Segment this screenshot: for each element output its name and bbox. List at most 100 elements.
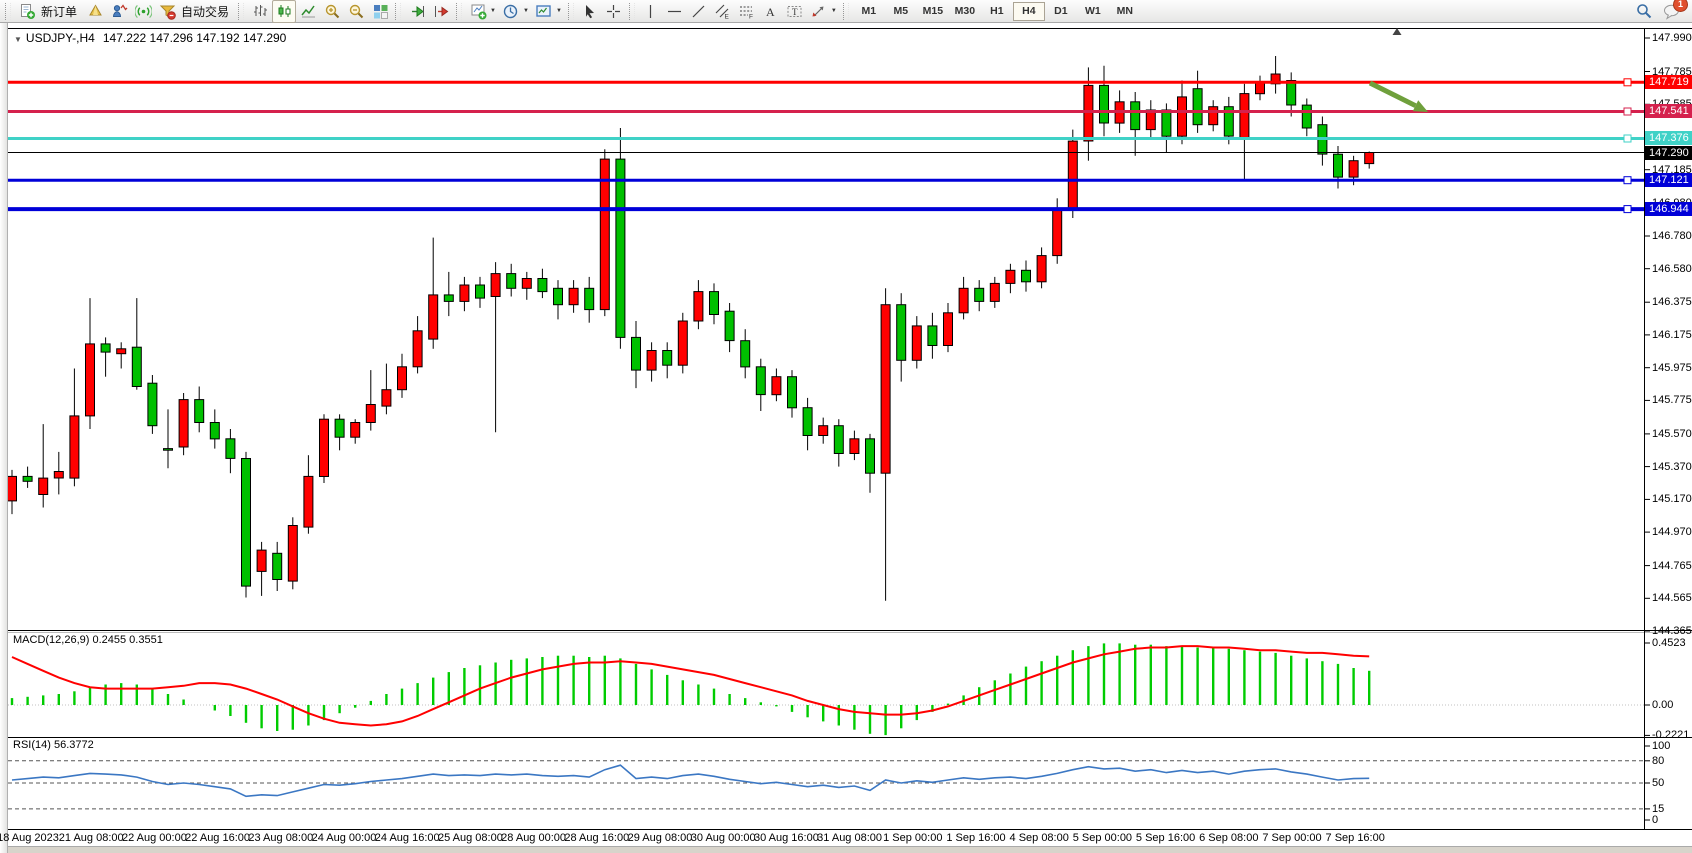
chart-symbol-period: USDJPY-,H4: [25, 31, 95, 45]
horizontal-line-147376[interactable]: [8, 134, 1644, 143]
svg-text:F: F: [749, 13, 753, 20]
zoom-in-button[interactable]: [320, 0, 344, 23]
text-button[interactable]: A: [759, 0, 783, 23]
price-axis-label: 146.580: [1652, 262, 1692, 275]
periods-dropdown-icon[interactable]: ▼: [522, 8, 529, 14]
timeframe-m30[interactable]: M30: [954, 4, 976, 17]
zoom-out-button[interactable]: [344, 0, 368, 23]
prism-icon: [87, 3, 104, 20]
fibonacci-icon: F: [738, 3, 755, 20]
price-line-label: 147.376: [1645, 131, 1692, 146]
timeframe-d1[interactable]: D1: [1054, 4, 1068, 17]
toolbar-separator: [456, 2, 463, 20]
bar-chart-icon: [252, 3, 269, 20]
timeframe-h1[interactable]: H1: [990, 4, 1004, 17]
svg-text:E: E: [725, 13, 730, 20]
toolbar-right: 1: [1632, 0, 1692, 23]
auto-scroll-button[interactable]: [405, 0, 429, 23]
chart-dropdown-icon[interactable]: ▼: [14, 35, 22, 44]
time-axis-label: 7 Sep 00:00: [1262, 832, 1322, 844]
indicators-dropdown-icon[interactable]: ▼: [490, 8, 496, 14]
timeframe-w1[interactable]: W1: [1084, 4, 1101, 17]
price-line-label: 147.541: [1645, 104, 1692, 119]
rsi-label: RSI(14) 56.3772: [13, 739, 94, 751]
signal-button[interactable]: [131, 0, 155, 23]
macd-axis-label: 0.00: [1652, 699, 1674, 711]
chat-button[interactable]: 1: [1660, 0, 1688, 23]
chart-canvas[interactable]: [7, 23, 1692, 853]
macd-label: MACD(12,26,9) 0.2455 0.3551: [13, 634, 163, 646]
price-line-label: 147.290: [1645, 145, 1692, 160]
toolbar-separator: [5, 2, 11, 20]
timeframe-mn[interactable]: MN: [1116, 4, 1134, 17]
vline-icon: [642, 3, 659, 20]
price-axis-label: 146.375: [1652, 296, 1692, 309]
channel-button[interactable]: E: [711, 0, 735, 23]
arrows-button[interactable]: [807, 0, 831, 23]
price-axis-label: 146.780: [1652, 229, 1692, 242]
tile-windows-button[interactable]: [368, 0, 392, 23]
hline-button[interactable]: [663, 0, 687, 23]
price-axis-label: 145.775: [1652, 394, 1692, 407]
time-axis-label: 29 Aug 08:00: [627, 832, 693, 844]
horizontal-line-146944[interactable]: [8, 205, 1644, 214]
auto-trading-button[interactable]: [155, 0, 179, 23]
trendline-button[interactable]: [687, 0, 711, 23]
macd-values: 0.2455 0.3551: [92, 634, 163, 646]
fibonacci-button[interactable]: F: [735, 0, 759, 23]
chart-shift-marker[interactable]: [1392, 28, 1402, 35]
horizontal-line-147541[interactable]: [8, 107, 1644, 116]
cursor-button[interactable]: [578, 0, 602, 23]
macd-axis-label: -0.2221: [1652, 729, 1690, 742]
macd-axis-label: 0.4523: [1652, 637, 1686, 650]
vline-button[interactable]: [639, 0, 663, 23]
periods-button[interactable]: [499, 0, 523, 23]
rsi-name: RSI(14): [13, 739, 51, 751]
workspace: ▼ USDJPY-,H4 147.222 147.296 147.192 147.2…: [0, 23, 1692, 853]
label-button[interactable]: T: [783, 0, 807, 23]
timeframe-h4[interactable]: H4: [1012, 1, 1045, 21]
chart-title: ▼ USDJPY-,H4 147.222 147.296 147.192 147.2…: [14, 31, 286, 45]
time-axis-label: 4 Sep 08:00: [1009, 832, 1069, 844]
rsi-axis-label: 100: [1652, 740, 1671, 752]
time-axis-label: 28 Aug 00:00: [501, 832, 567, 844]
price-axis-label: 144.970: [1652, 526, 1692, 539]
panel-borders: [8, 28, 1692, 847]
toolbar-separator: [395, 2, 402, 20]
new-order-button[interactable]: [15, 0, 39, 23]
price-axis-label: 144.565: [1652, 592, 1692, 605]
tile-windows-icon: [372, 3, 389, 20]
time-axis-label: 21 Aug 08:00: [58, 832, 124, 844]
axis-ticks: [1644, 37, 1650, 821]
line-chart-button[interactable]: [296, 0, 320, 23]
price-axis-label: 146.175: [1652, 328, 1692, 341]
search-button[interactable]: [1632, 0, 1656, 23]
time-axis-label: 22 Aug 00:00: [121, 832, 187, 844]
timeframe-m5[interactable]: M5: [893, 4, 909, 17]
timeframe-m1[interactable]: M1: [861, 4, 877, 17]
prism-button[interactable]: [83, 0, 107, 23]
templates-button[interactable]: [532, 0, 556, 23]
bar-chart-button[interactable]: [248, 0, 272, 23]
templates-dropdown-icon[interactable]: ▼: [555, 8, 562, 14]
search-icon: [1635, 2, 1653, 20]
rsi-axis-label: 15: [1652, 802, 1665, 815]
time-axis-label: 5 Sep 16:00: [1135, 832, 1196, 844]
auto-trading-label: 自动交易: [181, 4, 230, 19]
arrows-dropdown-icon[interactable]: ▼: [830, 8, 837, 14]
rsi-value: 56.3772: [53, 739, 94, 751]
timeframe-m15[interactable]: M15: [922, 4, 944, 17]
new-order-label: 新订单: [41, 4, 78, 19]
market-watch-button[interactable]: [107, 0, 131, 23]
horizontal-line-147719[interactable]: [8, 78, 1644, 87]
indicators-button[interactable]: [466, 0, 490, 23]
horizontal-line-147121[interactable]: [8, 176, 1644, 185]
chart-shift-button[interactable]: [429, 0, 453, 23]
zoom-out-icon: [348, 3, 365, 20]
price-axis-label: 147.785: [1652, 65, 1692, 78]
crosshair-button[interactable]: [602, 0, 626, 23]
price-axis-label: 145.570: [1652, 427, 1692, 440]
annotation-arrow[interactable]: [1368, 80, 1428, 112]
candlestick-button[interactable]: [272, 0, 297, 23]
